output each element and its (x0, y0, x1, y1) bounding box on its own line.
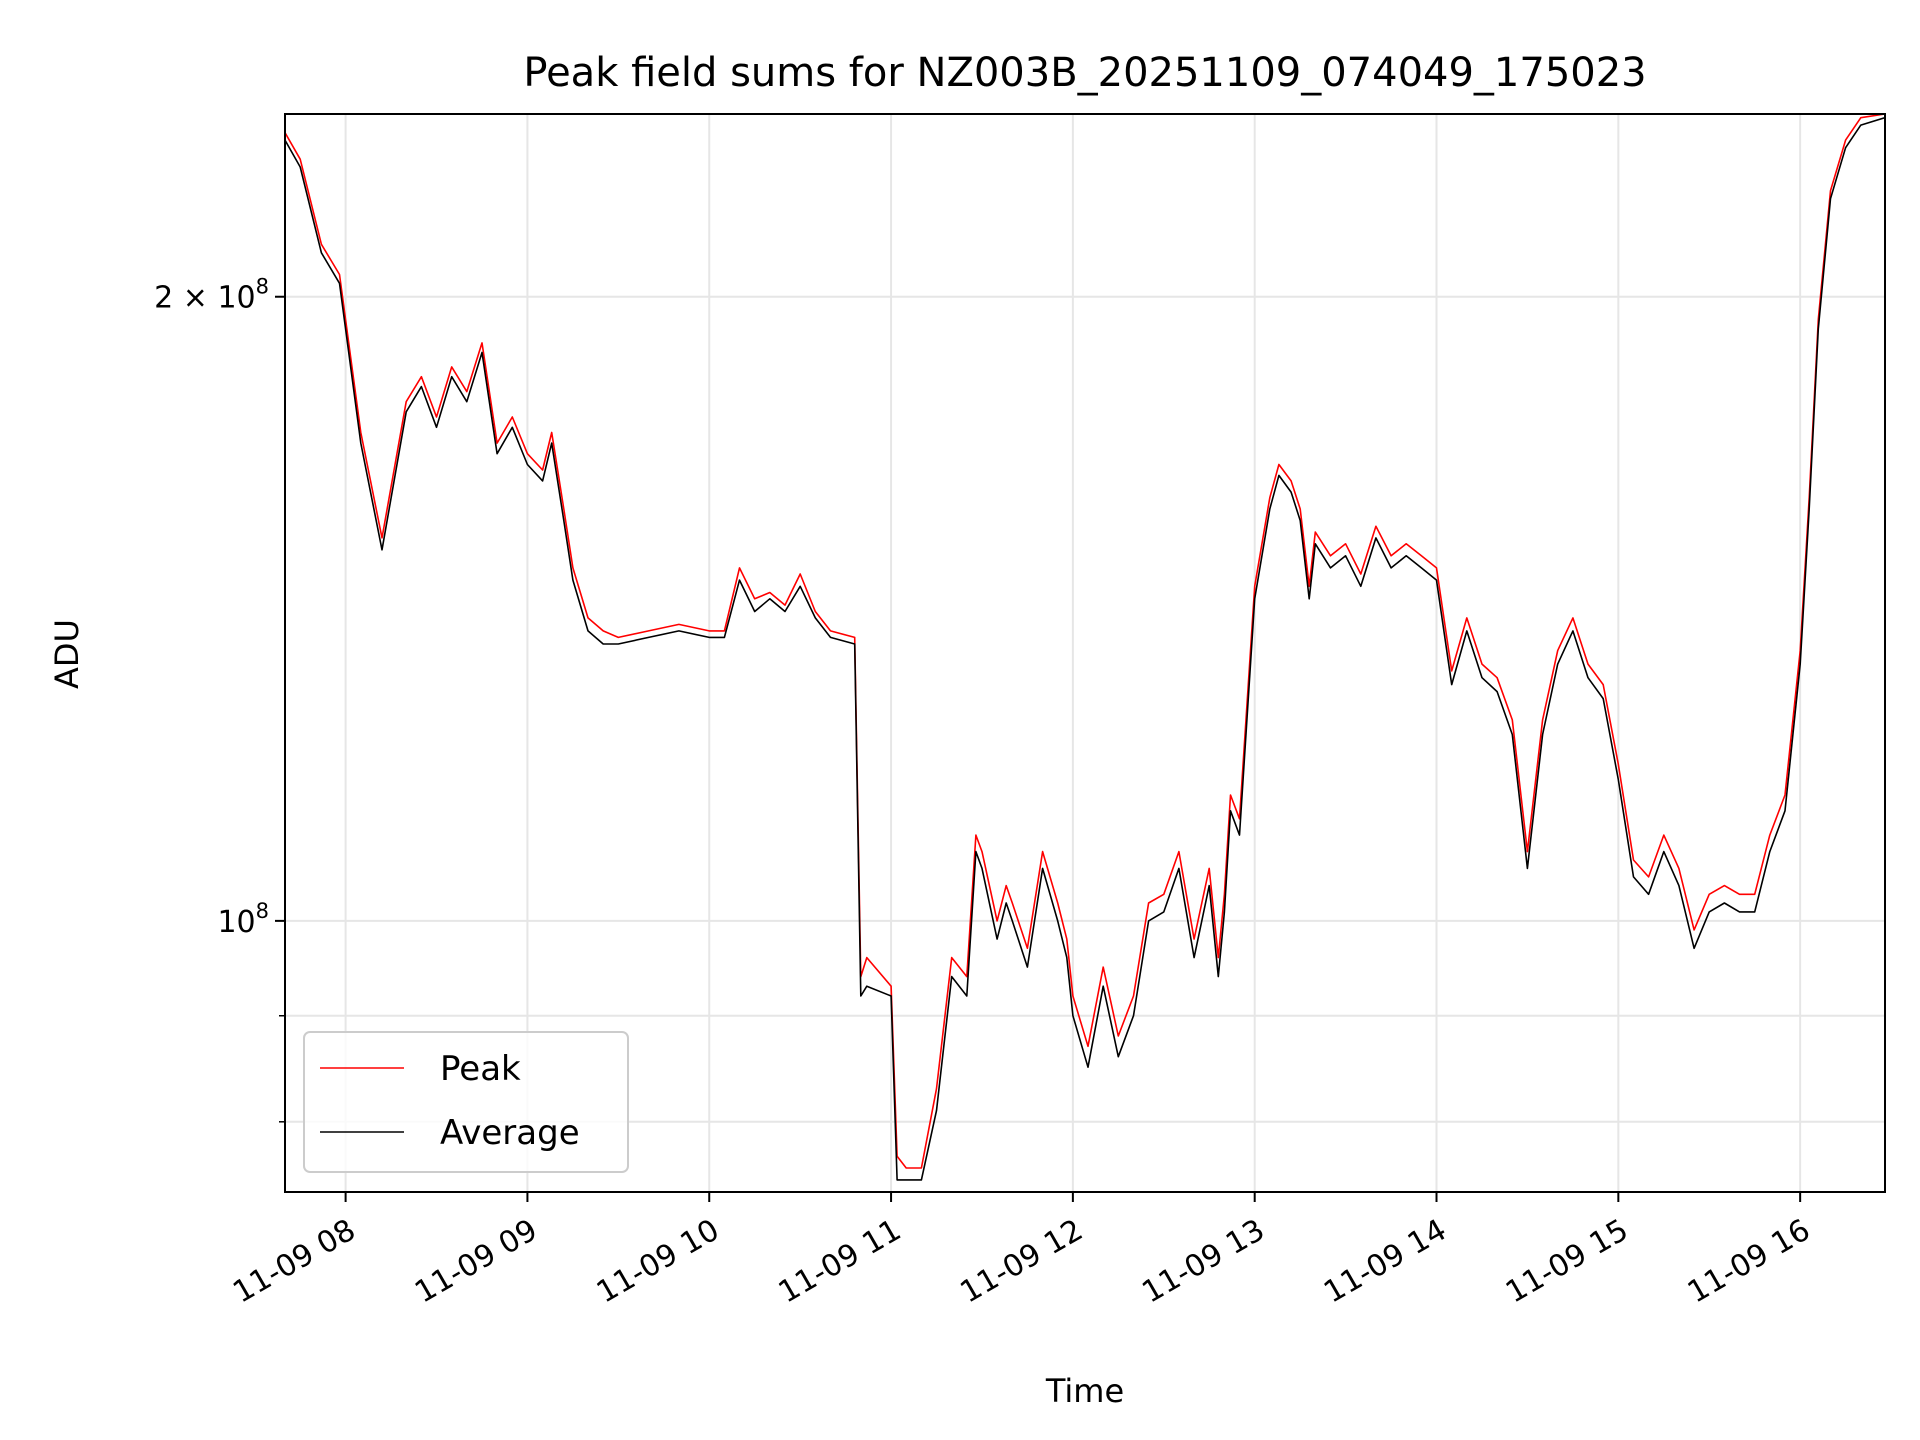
legend-label-peak: Peak (440, 1049, 521, 1089)
chart-title: Peak field sums for NZ003B_20251109_0740… (523, 50, 1646, 96)
y-axis-label: ADU (48, 619, 86, 689)
series-line-peak (285, 114, 1885, 1169)
x-axis-label: Time (1045, 1372, 1124, 1410)
y-tick-base: 10 (217, 905, 255, 940)
y-tick-exponent: 8 (256, 899, 269, 923)
legend-box (303, 1031, 629, 1173)
y-tick-base: 10 (217, 281, 255, 316)
legend: Peak Average (303, 1031, 629, 1173)
y-tick-mantissa: 2 × (154, 281, 217, 316)
y-tick-exponent: 8 (256, 275, 269, 299)
grid (285, 114, 1885, 1192)
series-line-average (285, 116, 1885, 1181)
plot-frame (284, 113, 1886, 1193)
series-layer (285, 114, 1885, 1181)
y-tick-label: 2 × 108 (154, 275, 269, 316)
legend-label-average: Average (440, 1113, 580, 1153)
y-tick-label: 108 (217, 899, 269, 940)
